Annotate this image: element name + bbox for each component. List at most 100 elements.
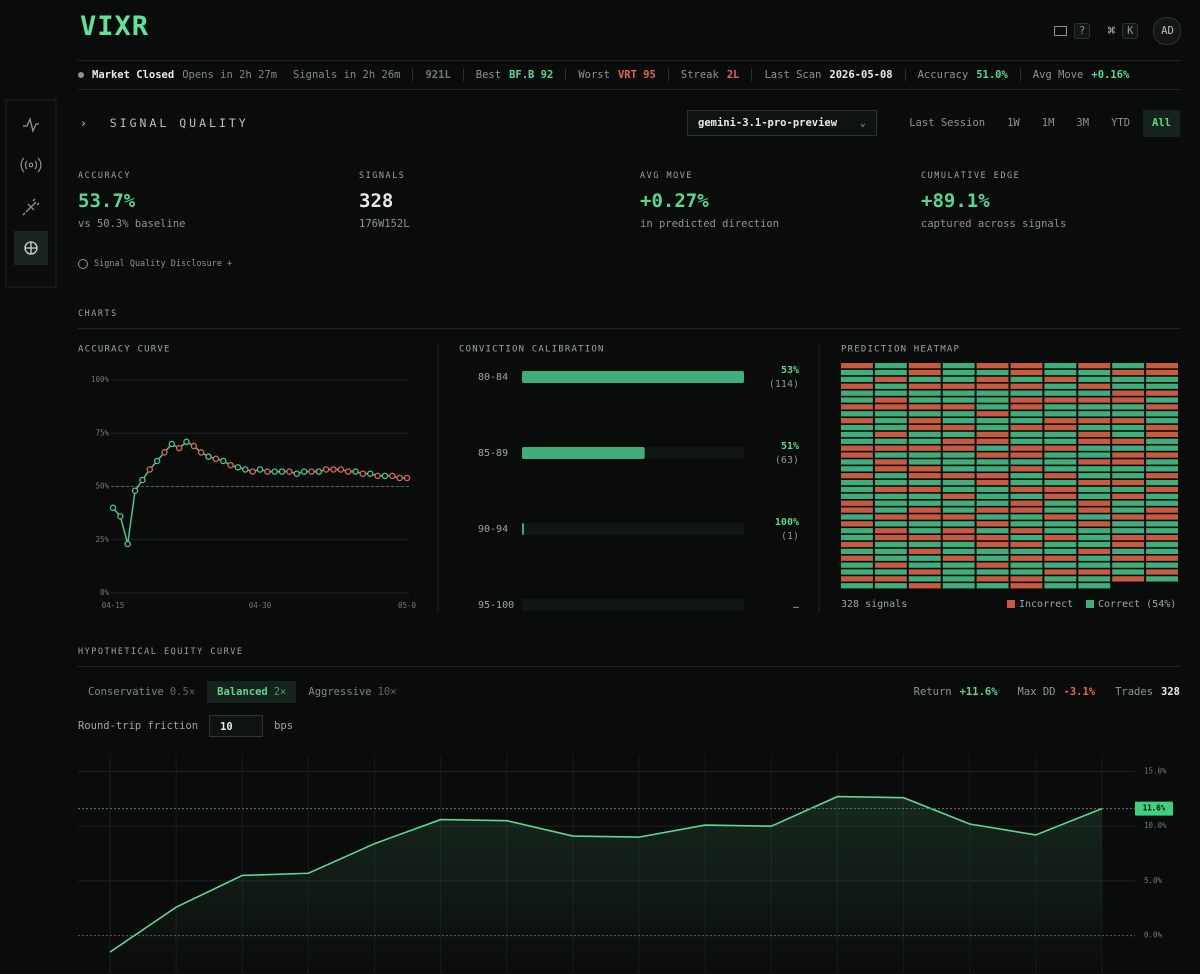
- ticker-item: Worst VRT 95: [565, 69, 656, 81]
- heatmap-cell: [841, 583, 873, 589]
- heatmap-cell: [1078, 363, 1111, 369]
- logo[interactable]: VIXR: [80, 11, 150, 42]
- range-tab[interactable]: YTD: [1111, 117, 1131, 129]
- heatmap-cell: [874, 438, 907, 444]
- mode-tab[interactable]: Conservative 0.5×: [78, 681, 205, 703]
- heatmap-cell: [874, 548, 907, 555]
- stat-value: +0.27%: [640, 190, 709, 212]
- heatmap-cell: [976, 486, 1009, 493]
- accuracy-point: [315, 468, 323, 475]
- heatmap-cell: [1112, 404, 1145, 410]
- heatmap-cell: [942, 376, 975, 383]
- help-key[interactable]: ?: [1074, 23, 1091, 39]
- heatmap-cell: [874, 534, 907, 541]
- x-tick-label: 04-15: [102, 601, 125, 610]
- nav-activity-icon[interactable]: [23, 116, 39, 134]
- nav-signals-icon[interactable]: [20, 157, 42, 173]
- heatmap-cell: [874, 521, 907, 527]
- heatmap-cell: [1010, 431, 1043, 438]
- count-label: (63): [775, 455, 799, 466]
- count-label: (114): [769, 379, 799, 390]
- heatmap-cell: [908, 500, 941, 506]
- heatmap-cell: [1044, 486, 1077, 493]
- heatmap-cell: [841, 562, 873, 568]
- heatmap-cell: [874, 479, 907, 486]
- friction-input[interactable]: 10: [209, 715, 264, 737]
- stat-label: CUMULATIVE EDGE: [921, 171, 1021, 181]
- heatmap-cell: [942, 459, 975, 465]
- accuracy-line: [112, 440, 407, 545]
- accuracy-point: [131, 487, 139, 495]
- heatmap-cell: [1112, 486, 1145, 493]
- range-tab[interactable]: 3M: [1076, 117, 1090, 129]
- accuracy-point: [271, 468, 278, 475]
- ticker-label: Best: [475, 69, 502, 81]
- heatmap-cell: [1044, 445, 1077, 451]
- accuracy-point: [234, 464, 242, 471]
- accuracy-point: [124, 540, 131, 548]
- chart-title: PREDICTION HEATMAP: [841, 345, 960, 355]
- heatmap-cell: [976, 369, 1009, 376]
- stat-label: AVG MOVE: [640, 171, 693, 181]
- nav-models-icon[interactable]: [24, 241, 38, 255]
- range-tabs: Last Session 1W 1M 3M YTD All: [900, 110, 1180, 137]
- heatmap-cell: [1078, 521, 1111, 527]
- y-tick-label: 100%: [91, 375, 110, 384]
- heatmap-cell: [1078, 411, 1111, 417]
- heatmap-cell: [1146, 376, 1178, 383]
- heatmap-cell: [1112, 562, 1145, 568]
- k-key[interactable]: K: [1122, 23, 1139, 39]
- heatmap-cell: [1112, 411, 1145, 417]
- x-tick-label: 05-0: [398, 601, 417, 610]
- heatmap-cell: [1112, 541, 1145, 548]
- mode-tab[interactable]: Balanced 2×: [207, 681, 297, 703]
- heatmap-cell: [1010, 404, 1043, 410]
- heatmap-cell: [1146, 452, 1178, 458]
- heatmap-cell: [976, 500, 1009, 506]
- heatmap-cell: [841, 555, 873, 561]
- heatmap-cell: [976, 418, 1009, 424]
- heatmap-cell: [942, 521, 975, 527]
- nav-plugin-icon[interactable]: [22, 198, 40, 216]
- range-tab[interactable]: 1M: [1041, 117, 1055, 129]
- heatmap-cell: [942, 576, 975, 582]
- range-tab[interactable]: Last Session: [909, 117, 986, 129]
- equity-title: HYPOTHETICAL EQUITY CURVE: [78, 647, 244, 657]
- heatmap-cell: [908, 548, 941, 555]
- range-tab[interactable]: 1W: [1007, 117, 1020, 129]
- heatmap-cell: [1146, 431, 1178, 438]
- heatmap-cell: [1146, 576, 1178, 582]
- mode-tab[interactable]: Aggressive 10×: [298, 681, 406, 703]
- heatmap-cell: [1044, 534, 1077, 541]
- accuracy-point: [219, 457, 227, 465]
- heatmap-cell: [1044, 418, 1077, 424]
- heatmap-cell: [1010, 576, 1043, 582]
- accuracy-point: [175, 444, 183, 452]
- heatmap-cell: [841, 411, 873, 417]
- range-tab[interactable]: All: [1143, 110, 1180, 137]
- feedback-icon[interactable]: [1054, 26, 1067, 36]
- model-select[interactable]: gemini-3.1-pro-preview ⌄: [687, 110, 877, 136]
- disclosure[interactable]: Signal Quality Disclosure +: [78, 259, 232, 269]
- heatmap-cell: [1044, 479, 1077, 486]
- signals-in: Signals in 2h 26m: [293, 69, 401, 81]
- heatmap-cell: [976, 534, 1009, 541]
- heatmap-cell: [874, 514, 907, 520]
- heatmap-cell: [1078, 486, 1111, 493]
- accuracy-point: [190, 442, 198, 450]
- heatmap-cell: [1146, 363, 1178, 369]
- heatmap-cell: [1044, 452, 1077, 458]
- heatmap-cell: [874, 493, 907, 499]
- heatmap-cell: [1010, 500, 1043, 506]
- heatmap-cell: [1112, 369, 1145, 376]
- heatmap-cell: [1146, 369, 1178, 376]
- command-key[interactable]: ⌘: [1107, 23, 1116, 39]
- heatmap-cell: [1146, 569, 1178, 575]
- heatmap-cell: [942, 569, 975, 575]
- heatmap-cell: [841, 363, 873, 369]
- avatar[interactable]: AD: [1153, 17, 1182, 45]
- heatmap-cell: [1078, 424, 1111, 431]
- accuracy-point: [286, 468, 293, 475]
- heatmap-cell: [874, 404, 907, 410]
- heatmap-cell: [1112, 459, 1145, 465]
